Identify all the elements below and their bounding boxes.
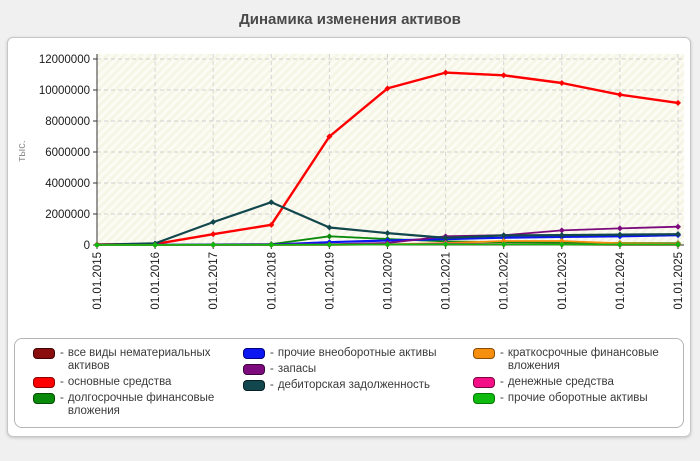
legend: - все виды нематериальных активов - основны… (14, 338, 684, 428)
series-marker-8 (326, 241, 333, 248)
x-tick-label: 01.01.2015 (92, 252, 104, 310)
legend-item-7: - денежные средства (473, 376, 683, 389)
legend-swatch-4 (243, 364, 265, 375)
legend-label-2: долгосрочные финансовые вложения (67, 392, 215, 417)
y-tick-label: 0 (84, 240, 90, 252)
legend-label-5: дебиторская задолженность (277, 379, 431, 391)
x-tick-label: 01.01.2019 (324, 252, 336, 310)
series-marker-1 (442, 69, 449, 76)
series-marker-5 (558, 232, 565, 239)
legend-swatch-3 (243, 348, 265, 359)
series-marker-2 (326, 233, 333, 240)
legend-swatch-7 (473, 377, 495, 388)
y-tick-label: 4000000 (45, 178, 90, 190)
x-tick-label: 01.01.2025 (673, 252, 685, 310)
legend-dash: - (60, 347, 64, 359)
x-tick-label: 01.01.2016 (150, 252, 162, 310)
legend-label-7: денежные средства (507, 376, 614, 388)
legend-column-1: - все виды нематериальных активов - основны… (33, 347, 243, 427)
series-marker-8 (384, 241, 391, 248)
y-tick-label: 10000000 (39, 85, 90, 97)
series-marker-5 (675, 231, 681, 238)
series-marker-5 (326, 224, 333, 231)
legend-item-3: - прочие внеоборотные активы (243, 347, 473, 360)
legend-swatch-2 (33, 393, 55, 404)
legend-dash: - (500, 347, 504, 359)
x-tick-label: 01.01.2021 (441, 252, 453, 310)
series-marker-1 (616, 91, 623, 98)
legend-label-1: основные средства (67, 376, 172, 388)
legend-label-8: прочие оборотные активы (507, 392, 648, 404)
legend-swatch-5 (243, 380, 265, 391)
legend-dash: - (270, 363, 274, 375)
series-marker-5 (442, 234, 449, 241)
legend-dash: - (500, 376, 504, 388)
legend-label-3: прочие внеоборотные активы (277, 347, 437, 359)
series-marker-5 (268, 199, 275, 206)
series-marker-4 (558, 227, 565, 234)
series-marker-1 (210, 231, 217, 238)
legend-item-6: - краткосрочные финансовые вложения (473, 347, 683, 373)
series-marker-8 (675, 241, 681, 248)
series-marker-8 (442, 241, 449, 248)
y-tick-label: 8000000 (45, 116, 90, 128)
legend-item-0: - все виды нематериальных активов (33, 347, 243, 373)
series-marker-6 (558, 238, 565, 245)
legend-dash: - (500, 392, 504, 404)
series-marker-1 (326, 133, 333, 140)
series-marker-8 (616, 241, 623, 248)
series-marker-5 (210, 219, 217, 226)
legend-label-0: все виды нематериальных активов (67, 347, 211, 372)
legend-item-5: - дебиторская задолженность (243, 379, 473, 392)
plot-background (97, 54, 684, 245)
page-title: Динамика изменения активов (239, 11, 461, 28)
chart-card: 0 2000000 4000000 6000000 8000000 10000000 120… (7, 37, 691, 437)
y-axis-title: тыс. (16, 140, 28, 162)
legend-label-6: краткосрочные финансовые вложения (507, 347, 659, 372)
series-marker-8 (94, 241, 100, 248)
legend-swatch-0 (33, 348, 55, 359)
x-tick-label: 01.01.2020 (383, 252, 395, 310)
x-tick-label: 01.01.2017 (208, 252, 220, 310)
legend-item-4: - запасы (243, 363, 473, 376)
legend-dash: - (270, 347, 274, 359)
legend-item-1: - основные средства (33, 376, 243, 389)
y-tick-label: 6000000 (45, 147, 90, 159)
series-marker-4 (616, 225, 623, 232)
x-tick-label: 01.01.2024 (615, 251, 627, 309)
legend-swatch-8 (473, 393, 495, 404)
series-marker-8 (268, 241, 275, 248)
series-marker-8 (500, 241, 507, 248)
series-marker-1 (558, 80, 565, 87)
series-marker-1 (675, 99, 681, 106)
series-marker-8 (210, 241, 217, 248)
series-marker-5 (500, 232, 507, 239)
legend-column-3: - краткосрочные финансовые вложения - денеж… (473, 347, 683, 427)
series-marker-5 (384, 230, 391, 237)
y-tick-label: 12000000 (39, 54, 90, 66)
legend-swatch-6 (473, 348, 495, 359)
series-marker-1 (268, 221, 275, 228)
y-tick-label: 2000000 (45, 209, 90, 221)
series-marker-8 (152, 241, 159, 248)
series-marker-1 (500, 72, 507, 79)
series-marker-5 (616, 231, 623, 238)
legend-dash: - (60, 376, 64, 388)
legend-dash: - (60, 392, 64, 404)
series-marker-8 (558, 241, 565, 248)
legend-swatch-1 (33, 377, 55, 388)
x-tick-label: 01.01.2018 (266, 252, 278, 310)
legend-dash: - (270, 379, 274, 391)
x-tick-label: 01.01.2022 (499, 252, 511, 310)
legend-column-2: - прочие внеоборотные активы - запасы - дебит… (243, 347, 473, 427)
x-tick-label: 01.01.2023 (557, 252, 569, 310)
series-marker-1 (384, 85, 391, 92)
asset-dynamics-chart: 0 2000000 4000000 6000000 8000000 10000000 120… (16, 54, 685, 310)
series-marker-6 (500, 237, 507, 244)
legend-item-2: - долгосрочные финансовые вложения (33, 392, 243, 418)
legend-item-8: - прочие оборотные активы (473, 392, 683, 405)
series-marker-4 (675, 223, 681, 230)
legend-label-4: запасы (277, 363, 317, 375)
